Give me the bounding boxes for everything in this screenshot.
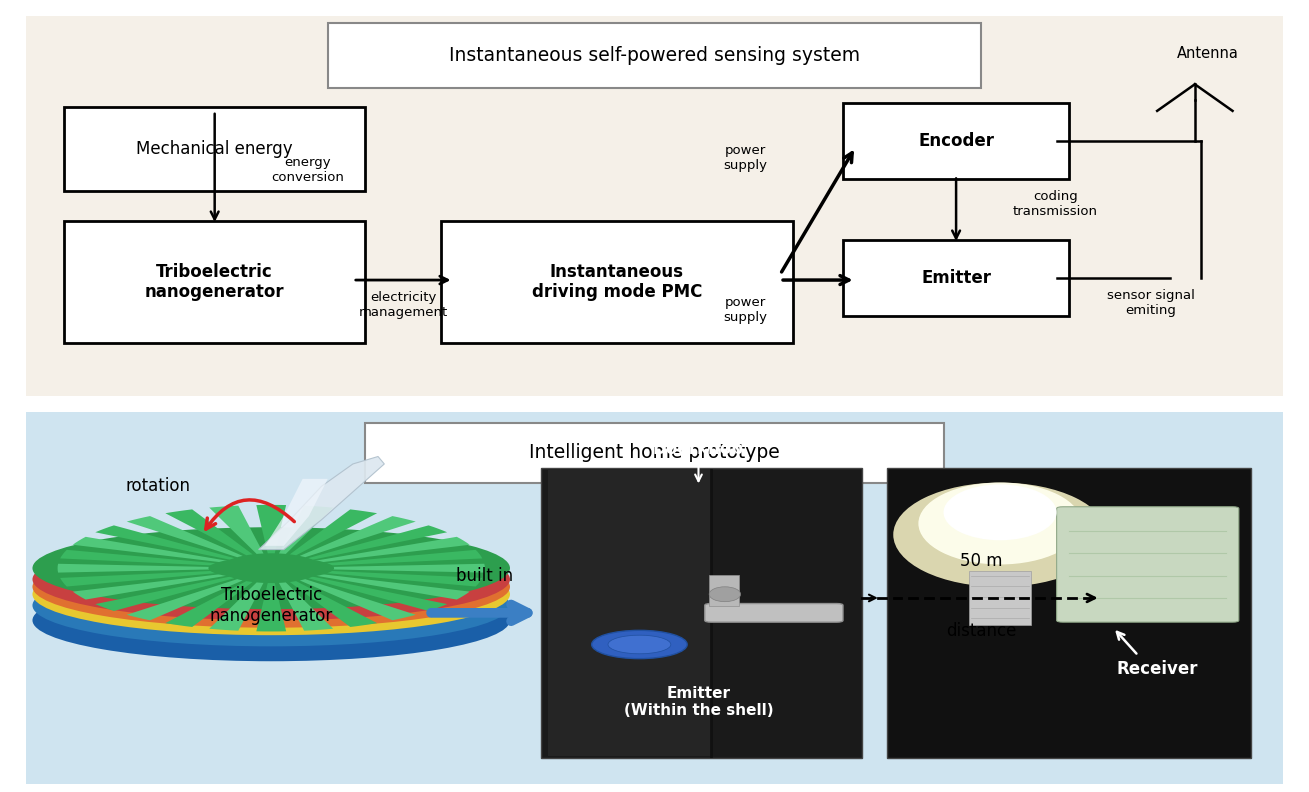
Ellipse shape — [33, 554, 511, 635]
Wedge shape — [60, 570, 223, 587]
Wedge shape — [300, 579, 416, 620]
Ellipse shape — [33, 580, 511, 661]
Wedge shape — [319, 550, 482, 566]
Wedge shape — [73, 537, 228, 562]
Text: power
supply: power supply — [723, 144, 767, 173]
Wedge shape — [60, 550, 223, 566]
Wedge shape — [127, 579, 242, 620]
Wedge shape — [300, 516, 416, 558]
FancyBboxPatch shape — [64, 221, 365, 343]
Wedge shape — [257, 505, 287, 554]
Wedge shape — [322, 564, 484, 573]
Wedge shape — [279, 582, 334, 630]
Text: coding
transmission: coding transmission — [1013, 190, 1098, 218]
Polygon shape — [264, 479, 327, 546]
Text: Encoder: Encoder — [918, 132, 994, 150]
Wedge shape — [315, 537, 470, 562]
Wedge shape — [127, 516, 242, 558]
Text: Intelligent home prototype: Intelligent home prototype — [529, 443, 780, 462]
Wedge shape — [209, 505, 263, 554]
Text: Mechanical energy: Mechanical energy — [136, 140, 293, 158]
Wedge shape — [289, 509, 377, 555]
Text: Triboelectric
nanogenerator: Triboelectric nanogenerator — [209, 586, 332, 625]
FancyBboxPatch shape — [0, 5, 1309, 407]
Text: Instantaneous
driving mode PMC: Instantaneous driving mode PMC — [531, 263, 702, 301]
FancyBboxPatch shape — [542, 467, 861, 758]
Wedge shape — [58, 564, 221, 573]
Wedge shape — [96, 577, 234, 611]
Wedge shape — [96, 525, 234, 560]
Ellipse shape — [944, 485, 1056, 540]
FancyBboxPatch shape — [64, 107, 365, 191]
Wedge shape — [319, 570, 482, 587]
Text: built in: built in — [457, 566, 513, 584]
FancyBboxPatch shape — [843, 103, 1069, 179]
Text: Antenna: Antenna — [1177, 47, 1238, 61]
Text: electricity
management: electricity management — [359, 291, 448, 318]
FancyBboxPatch shape — [441, 221, 793, 343]
FancyBboxPatch shape — [888, 467, 1251, 758]
FancyBboxPatch shape — [365, 423, 944, 482]
Wedge shape — [308, 525, 448, 560]
Wedge shape — [308, 577, 448, 611]
Text: 50 m: 50 m — [959, 552, 1003, 569]
Ellipse shape — [919, 482, 1081, 565]
Text: energy
conversion: energy conversion — [271, 156, 344, 184]
Circle shape — [592, 630, 687, 659]
FancyBboxPatch shape — [0, 401, 1309, 792]
FancyBboxPatch shape — [704, 604, 843, 623]
FancyBboxPatch shape — [1056, 507, 1238, 623]
Wedge shape — [279, 505, 334, 554]
Text: Receiver: Receiver — [1117, 660, 1198, 678]
Text: rotation: rotation — [126, 478, 191, 495]
Wedge shape — [289, 581, 377, 627]
FancyBboxPatch shape — [327, 24, 982, 88]
Text: Emitter
(Within the shell): Emitter (Within the shell) — [623, 686, 774, 718]
Text: Emitter: Emitter — [922, 269, 991, 287]
Ellipse shape — [208, 557, 334, 580]
Wedge shape — [257, 583, 287, 631]
Text: sensor signal
emiting: sensor signal emiting — [1107, 289, 1195, 317]
Wedge shape — [315, 573, 470, 600]
Polygon shape — [259, 456, 385, 550]
Text: power
supply: power supply — [723, 296, 767, 325]
FancyBboxPatch shape — [843, 240, 1069, 316]
Ellipse shape — [33, 539, 511, 620]
FancyBboxPatch shape — [708, 575, 738, 606]
Ellipse shape — [33, 546, 511, 628]
Ellipse shape — [709, 587, 741, 602]
Wedge shape — [165, 509, 253, 555]
Text: Instantaneous self-powered sensing system: Instantaneous self-powered sensing syste… — [449, 46, 860, 65]
FancyBboxPatch shape — [969, 571, 1031, 625]
Ellipse shape — [33, 527, 511, 609]
Wedge shape — [165, 581, 253, 627]
Wedge shape — [73, 573, 228, 600]
Text: distance: distance — [946, 623, 1016, 641]
Ellipse shape — [893, 482, 1107, 587]
Text: Triboelectric
nanogenerator: Triboelectric nanogenerator — [145, 263, 284, 301]
Text: Doorknob: Doorknob — [653, 440, 744, 458]
Circle shape — [607, 635, 670, 654]
Ellipse shape — [33, 565, 511, 646]
FancyBboxPatch shape — [547, 470, 711, 756]
Wedge shape — [209, 582, 263, 630]
